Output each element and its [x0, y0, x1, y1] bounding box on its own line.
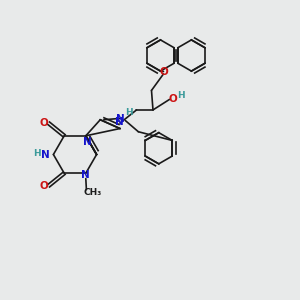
Text: H: H — [124, 108, 132, 117]
Text: O: O — [160, 67, 169, 76]
Text: O: O — [169, 94, 178, 104]
Text: O: O — [40, 181, 49, 191]
Text: N: N — [81, 170, 90, 180]
Text: H: H — [33, 148, 41, 158]
Text: N: N — [115, 117, 124, 127]
Text: H: H — [177, 91, 185, 100]
Text: O: O — [40, 118, 49, 128]
Text: N: N — [83, 137, 92, 147]
Text: CH₃: CH₃ — [84, 188, 102, 196]
Text: N: N — [40, 149, 50, 160]
Text: N: N — [116, 114, 125, 124]
